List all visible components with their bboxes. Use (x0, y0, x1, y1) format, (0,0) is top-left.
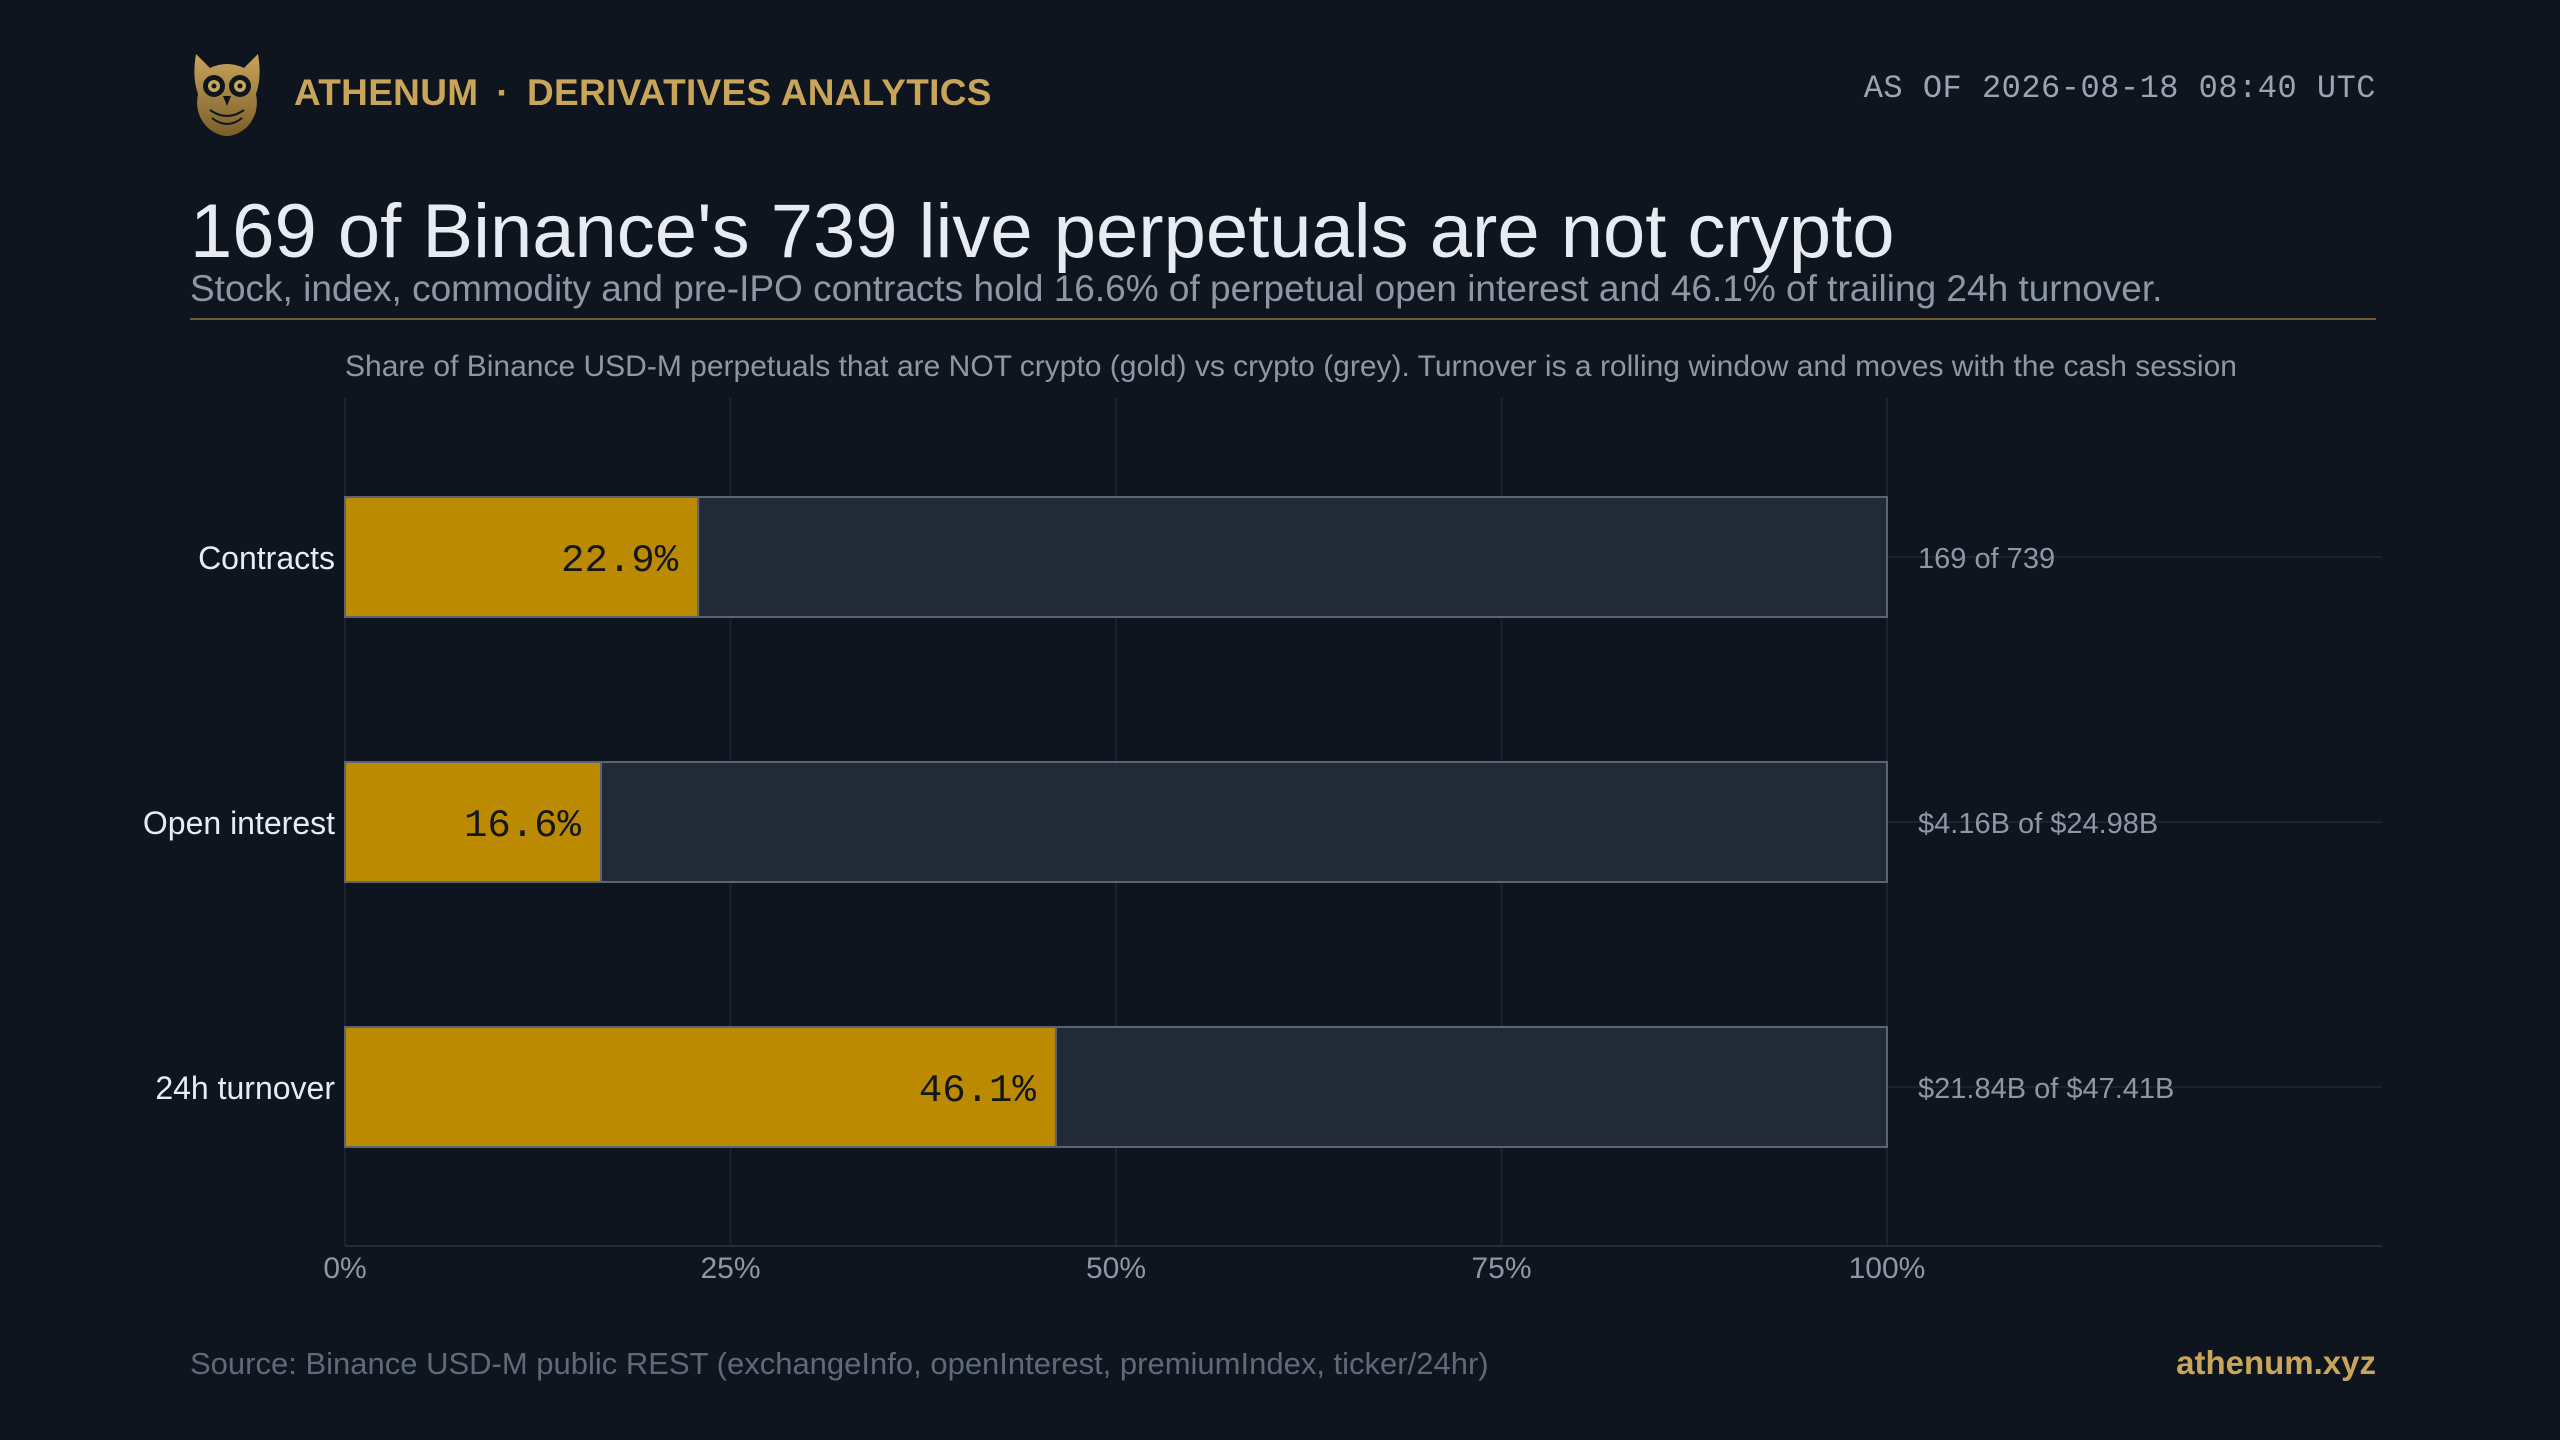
brand-separator: · (496, 72, 509, 113)
source-note: Source: Binance USD-M public REST (excha… (190, 1346, 1489, 1381)
brand-name: ATHENUM (294, 72, 479, 113)
bar-value-label: 16.6% (464, 804, 582, 848)
bar-right-label: $4.16B of $24.98B (1918, 808, 2158, 840)
brand-section: DERIVATIVES ANALYTICS (526, 72, 992, 113)
chart-caption: Share of Binance USD-M perpetuals that a… (345, 350, 2237, 383)
category-label: Open interest (143, 805, 335, 841)
crypto-bar (697, 496, 1888, 618)
bar-value-label: 22.9% (561, 539, 679, 583)
page-subtitle: Stock, index, commodity and pre-IPO cont… (190, 268, 2163, 309)
as-of-timestamp: AS OF 2026-08-18 08:40 UTC (1863, 70, 2376, 107)
non-crypto-bar (344, 1026, 1057, 1148)
bar-right-label: 169 of 739 (1918, 543, 2055, 575)
site-link[interactable]: athenum.xyz (2176, 1344, 2376, 1381)
page-title: 169 of Binance's 739 live perpetuals are… (190, 189, 1895, 274)
bar-right-label: $21.84B of $47.41B (1918, 1073, 2174, 1105)
x-tick-label: 0% (323, 1252, 366, 1285)
x-tick-label: 100% (1849, 1252, 1926, 1285)
bar-value-label: 46.1% (919, 1069, 1037, 1113)
brand-title: ATHENUM · DERIVATIVES ANALYTICS (294, 72, 992, 114)
non-crypto-bar (344, 496, 700, 618)
x-tick-label: 25% (700, 1252, 760, 1285)
category-label: 24h turnover (155, 1070, 335, 1106)
owl-icon (194, 54, 260, 136)
crypto-bar (599, 761, 1888, 883)
category-label: Contracts (198, 540, 335, 576)
title-divider (190, 318, 2376, 320)
x-tick-label: 75% (1471, 1252, 1531, 1285)
non-crypto-bar (344, 761, 602, 883)
crypto-bar (1054, 1026, 1889, 1148)
x-tick-label: 50% (1086, 1252, 1146, 1285)
brand: ATHENUM · DERIVATIVES ANALYTICS (190, 48, 992, 138)
